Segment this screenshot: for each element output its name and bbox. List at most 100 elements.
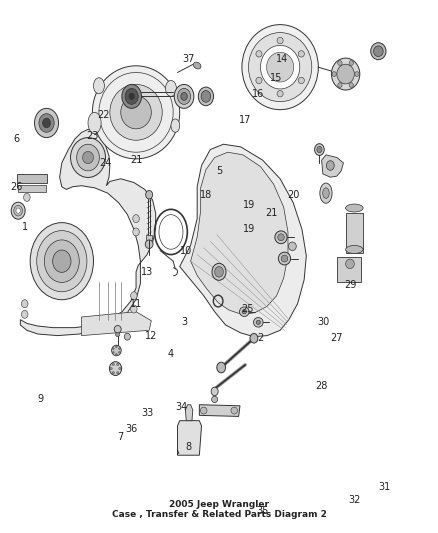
Text: 6: 6 (13, 134, 19, 144)
Polygon shape (185, 405, 193, 421)
Text: 30: 30 (318, 317, 330, 327)
Ellipse shape (116, 333, 120, 337)
Ellipse shape (24, 193, 30, 201)
Text: 36: 36 (126, 424, 138, 434)
Text: 21: 21 (265, 208, 278, 219)
Ellipse shape (332, 58, 360, 90)
Ellipse shape (110, 84, 162, 140)
Ellipse shape (275, 231, 287, 244)
Text: 5: 5 (216, 166, 222, 176)
Polygon shape (321, 155, 343, 177)
Ellipse shape (16, 208, 20, 213)
Ellipse shape (146, 190, 152, 199)
Text: 3: 3 (181, 317, 187, 327)
Polygon shape (199, 405, 240, 416)
Text: 10: 10 (180, 246, 192, 255)
Text: 4: 4 (168, 349, 174, 359)
Text: 7: 7 (118, 432, 124, 442)
Ellipse shape (338, 83, 342, 87)
Text: 12: 12 (145, 330, 158, 341)
Ellipse shape (198, 87, 214, 106)
Ellipse shape (82, 151, 93, 164)
Ellipse shape (93, 78, 104, 94)
Ellipse shape (124, 333, 131, 340)
Ellipse shape (114, 326, 121, 333)
Ellipse shape (201, 91, 211, 102)
Ellipse shape (193, 62, 201, 69)
Text: 1: 1 (21, 222, 28, 232)
Ellipse shape (248, 33, 312, 102)
Ellipse shape (21, 310, 28, 318)
Ellipse shape (277, 91, 283, 97)
Ellipse shape (279, 252, 290, 265)
Ellipse shape (288, 242, 296, 251)
Text: 29: 29 (344, 280, 356, 290)
Ellipse shape (92, 66, 180, 159)
Ellipse shape (166, 80, 177, 96)
Ellipse shape (88, 112, 101, 134)
Ellipse shape (112, 364, 114, 366)
Text: 14: 14 (276, 54, 289, 64)
Ellipse shape (371, 43, 386, 60)
Ellipse shape (121, 96, 151, 129)
Ellipse shape (212, 396, 218, 402)
Text: 35: 35 (257, 506, 269, 516)
Text: 25: 25 (241, 304, 254, 314)
Polygon shape (191, 152, 288, 314)
Ellipse shape (131, 292, 137, 300)
Ellipse shape (201, 407, 207, 414)
Text: 13: 13 (141, 267, 153, 277)
Ellipse shape (332, 71, 336, 76)
Polygon shape (177, 421, 201, 455)
Ellipse shape (314, 144, 324, 156)
Ellipse shape (122, 84, 141, 108)
Ellipse shape (349, 61, 353, 66)
Ellipse shape (119, 348, 120, 350)
Ellipse shape (129, 93, 134, 100)
Text: 2: 2 (258, 333, 264, 343)
Ellipse shape (323, 188, 329, 198)
Ellipse shape (35, 108, 59, 138)
Text: 8: 8 (185, 442, 191, 452)
Text: 9: 9 (37, 394, 43, 405)
Ellipse shape (21, 300, 28, 308)
Ellipse shape (374, 46, 383, 56)
Text: 24: 24 (99, 158, 112, 168)
Ellipse shape (113, 352, 114, 353)
Bar (17, 174, 47, 182)
Text: 34: 34 (176, 402, 188, 413)
Ellipse shape (116, 346, 117, 348)
Ellipse shape (240, 307, 249, 317)
Ellipse shape (110, 362, 122, 375)
Ellipse shape (117, 372, 119, 374)
Ellipse shape (215, 266, 223, 277)
Text: 19: 19 (244, 224, 256, 235)
Ellipse shape (320, 183, 332, 203)
Ellipse shape (112, 372, 114, 374)
Ellipse shape (254, 318, 263, 327)
Ellipse shape (117, 364, 119, 366)
Text: 11: 11 (130, 298, 142, 309)
Ellipse shape (125, 88, 138, 104)
Bar (337, 257, 361, 282)
Ellipse shape (256, 320, 261, 325)
Ellipse shape (113, 348, 114, 350)
Ellipse shape (177, 88, 191, 104)
Ellipse shape (71, 138, 106, 177)
Ellipse shape (338, 61, 342, 66)
Ellipse shape (119, 352, 120, 353)
Ellipse shape (346, 259, 354, 269)
Polygon shape (20, 130, 155, 336)
Bar (146, 235, 152, 240)
Text: 28: 28 (315, 381, 328, 391)
Ellipse shape (119, 368, 121, 369)
Ellipse shape (242, 310, 247, 314)
Ellipse shape (317, 147, 322, 153)
Bar (346, 213, 363, 253)
Ellipse shape (171, 119, 180, 132)
Ellipse shape (110, 368, 112, 369)
Ellipse shape (278, 234, 284, 241)
Text: 15: 15 (269, 73, 282, 83)
Text: 21: 21 (130, 155, 142, 165)
Ellipse shape (131, 305, 137, 313)
